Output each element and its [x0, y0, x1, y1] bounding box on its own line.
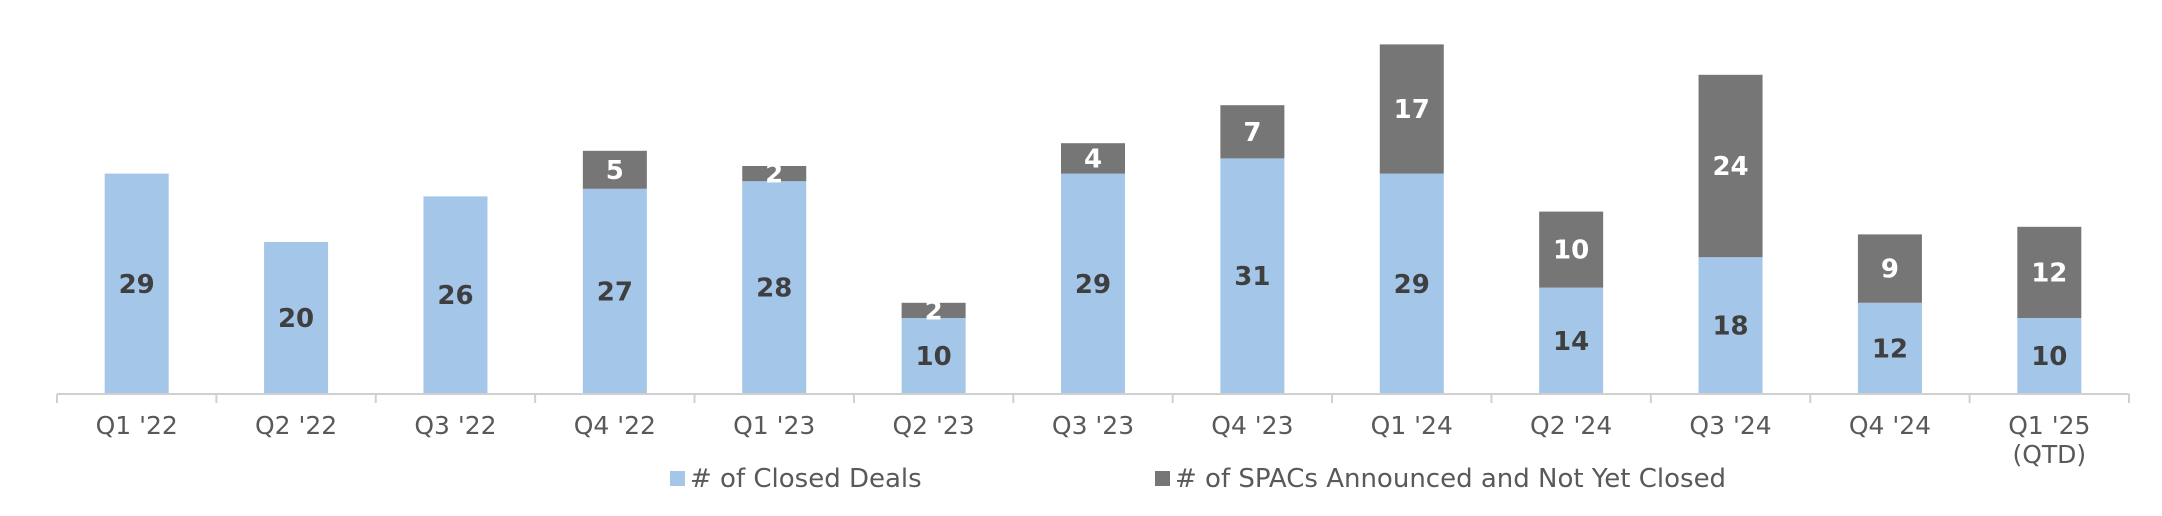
data-label: 31: [1234, 262, 1270, 292]
bars-layer: [104, 44, 2082, 394]
data-label: 10: [1553, 236, 1589, 266]
data-label: 24: [1712, 152, 1748, 182]
legend-swatch: [670, 471, 685, 486]
x-tick-label: Q3 '24: [1689, 411, 1771, 440]
bar-segment-spacs-announced: [1857, 234, 1922, 303]
data-labels-layer: 29 20 26 27 5 28 2 10 2 29 4 31 7 29 17 14 10 18 24 12 9 10 12: [119, 95, 2068, 372]
bar-segment-spacs-announced: [2017, 226, 2082, 318]
bar-segment-closed-deals: [742, 181, 807, 394]
data-label: 29: [1394, 270, 1430, 300]
data-label: 12: [1872, 334, 1908, 364]
legend-label: # of Closed Deals: [690, 464, 922, 494]
bar-segment-spacs-announced: [1379, 44, 1444, 174]
x-tick-label: Q1 '22: [96, 411, 178, 440]
bar-segment-spacs-announced: [582, 150, 647, 189]
bar-segment-spacs-announced: [1698, 74, 1763, 258]
data-label: 9: [1881, 255, 1899, 285]
bar-segment-spacs-announced: [1220, 105, 1285, 159]
bar-segment-closed-deals: [901, 318, 966, 394]
bar-segment-closed-deals: [104, 173, 169, 394]
x-axis: Q1 '22 Q2 '22 Q3 '22 Q4 '22 Q1 '23 Q2 '23 Q3 '…: [56, 393, 2130, 469]
bar-segment-closed-deals: [1539, 287, 1604, 394]
data-label: 7: [1243, 118, 1261, 148]
data-label: 27: [597, 277, 633, 307]
bar-segment-spacs-announced: [901, 302, 966, 318]
x-tick-label: Q4 '22: [574, 411, 656, 440]
data-label: 28: [756, 274, 792, 304]
legend-swatch: [1155, 471, 1170, 486]
legend-label: # of SPACs Announced and Not Yet Closed: [1175, 464, 1726, 494]
bar-segment-spacs-announced: [1061, 143, 1125, 174]
bar-segment-closed-deals: [1857, 302, 1922, 394]
data-label: 20: [278, 304, 314, 334]
data-label: 18: [1712, 312, 1748, 342]
bar-segment-closed-deals: [1698, 257, 1763, 394]
data-label: 29: [119, 270, 155, 300]
x-tick-label: Q4 '23: [1211, 411, 1293, 440]
x-tick-label: Q4 '24: [1849, 411, 1931, 440]
x-tick-label: Q1 '25 (QTD): [2008, 411, 2090, 469]
legend: # of Closed Deals # of SPACs Announced an…: [670, 464, 1726, 494]
data-label: 2: [925, 296, 943, 326]
bar-segment-spacs-announced: [742, 166, 807, 182]
data-label: 10: [2031, 342, 2067, 372]
bar-segment-closed-deals: [1220, 158, 1285, 394]
data-label: 4: [1084, 144, 1102, 174]
data-label: 17: [1394, 95, 1430, 125]
x-tick-label: Q2 '23: [893, 411, 975, 440]
bar-segment-closed-deals: [1379, 173, 1444, 394]
x-tick-label: Q2 '22: [255, 411, 337, 440]
bar-segment-closed-deals: [582, 188, 647, 394]
data-label: 2: [765, 160, 783, 190]
x-tick-label: Q2 '24: [1530, 411, 1612, 440]
data-label: 29: [1075, 270, 1111, 300]
data-label: 10: [916, 342, 952, 372]
x-tick-label: Q1 '24: [1371, 411, 1453, 440]
bar-segment-spacs-announced: [1539, 211, 1604, 288]
x-tick-label: Q3 '22: [414, 411, 496, 440]
data-label: 26: [437, 281, 473, 311]
data-label: 12: [2031, 258, 2067, 288]
bar-segment-closed-deals: [423, 196, 488, 394]
bar-segment-closed-deals: [264, 242, 329, 394]
x-tick-label: Q1 '23: [733, 411, 815, 440]
bar-segment-closed-deals: [2017, 318, 2082, 394]
data-label: 14: [1553, 327, 1589, 357]
bar-segment-closed-deals: [1061, 173, 1125, 394]
x-tick-label: Q3 '23: [1052, 411, 1134, 440]
data-label: 5: [606, 156, 624, 186]
